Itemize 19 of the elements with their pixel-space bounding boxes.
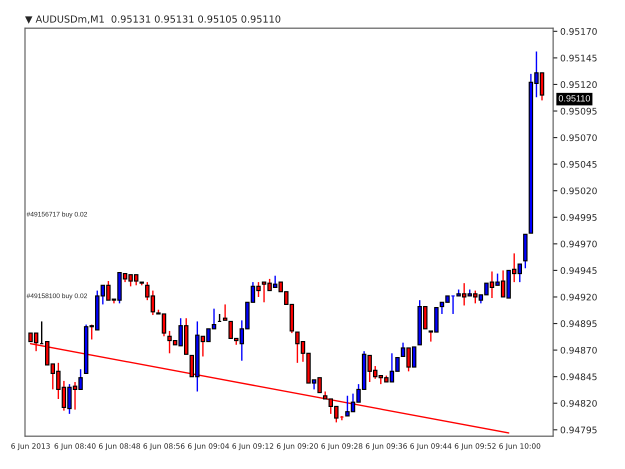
y-tick-label: 0.95095 bbox=[560, 108, 597, 115]
chart-title: ▼ AUDUSDm,M1 0.95131 0.95131 0.95105 0.95110 bbox=[25, 15, 280, 24]
y-tick-label: 0.94945 bbox=[560, 267, 597, 274]
y-tick-label: 0.94895 bbox=[560, 320, 597, 328]
candlestick bbox=[222, 304, 228, 322]
y-tick-label: 0.94870 bbox=[560, 346, 597, 354]
text: 0.95110 bbox=[558, 95, 590, 102]
y-tick-label: 0.95020 bbox=[560, 187, 597, 194]
y-tick-label: 0.95045 bbox=[560, 160, 597, 168]
y-tick-label: 0.94995 bbox=[560, 214, 597, 221]
y-tick-label: 0.95145 bbox=[560, 54, 597, 62]
y-tick-label: 0.94920 bbox=[560, 294, 597, 301]
y-tick-label: 0.95070 bbox=[560, 134, 597, 142]
y-tick-label: 0.94820 bbox=[560, 400, 597, 407]
y-tick-label: 0.94845 bbox=[560, 373, 597, 380]
y-tick-label: 0.95120 bbox=[560, 81, 597, 88]
y-tick-label: 0.95170 bbox=[560, 28, 597, 35]
y-tick-label: 0.94970 bbox=[560, 240, 597, 248]
y-tick-label: 0.94795 bbox=[560, 426, 597, 434]
